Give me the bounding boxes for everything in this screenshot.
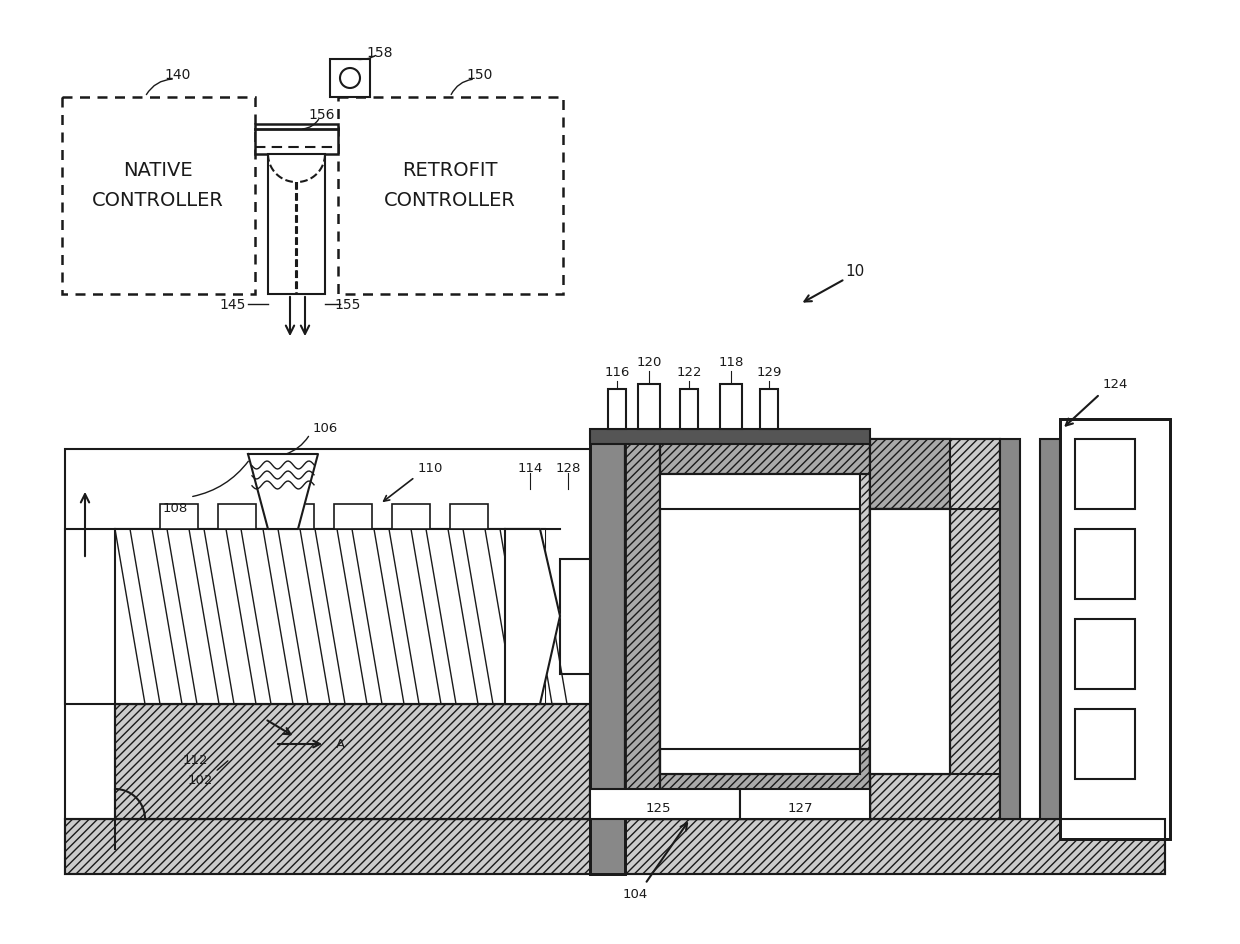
Text: CONTROLLER: CONTROLLER [384,191,516,210]
Bar [64,819,1166,874]
Bar [1060,419,1171,839]
Bar [1040,440,1060,819]
Text: 145: 145 [219,297,247,312]
Bar [160,504,198,530]
Bar [64,449,590,819]
Bar [680,390,698,430]
Bar [870,440,999,819]
Bar [999,440,1021,819]
Text: 128: 128 [556,461,580,474]
Text: 125: 125 [645,801,671,814]
Bar [115,704,590,819]
Bar [590,789,740,819]
Text: 108: 108 [162,501,187,514]
Text: NATIVE: NATIVE [123,160,192,179]
Bar [870,510,950,774]
Bar [268,155,325,295]
Text: 114: 114 [517,461,543,474]
Bar [660,475,861,774]
Bar [870,440,999,819]
Bar [1075,709,1135,779]
Bar [760,390,777,430]
Bar [392,504,430,530]
Bar [218,504,255,530]
Bar [625,440,660,819]
Text: 112: 112 [182,752,208,766]
Bar [62,98,255,295]
Bar [330,59,370,98]
Text: A: A [336,737,345,750]
Bar [115,530,546,704]
Bar [720,384,742,430]
Bar [870,440,950,510]
Bar [334,504,372,530]
Bar [660,440,870,475]
Text: 106: 106 [312,421,337,434]
Bar [660,510,861,774]
Bar [608,390,626,430]
Text: 156: 156 [309,108,335,122]
Bar [277,504,314,530]
Bar [625,440,660,819]
Text: 158: 158 [367,46,393,59]
Bar [740,789,870,819]
Text: 102: 102 [187,773,213,785]
Bar [115,530,546,704]
Text: 129: 129 [756,365,781,379]
Bar [339,98,563,295]
Text: 120: 120 [636,355,662,368]
Polygon shape [660,475,861,774]
Bar [1075,530,1135,599]
Text: 155: 155 [335,297,361,312]
Bar [639,384,660,430]
Bar [660,750,870,819]
Bar [660,750,870,819]
Text: 104: 104 [622,887,647,901]
Bar [590,440,625,874]
Bar [115,704,590,819]
Text: 118: 118 [718,355,744,368]
Bar [660,510,861,774]
Polygon shape [505,530,560,704]
Text: 127: 127 [787,801,812,814]
Bar [450,504,489,530]
Bar [625,440,870,819]
Text: 110: 110 [418,461,443,474]
Bar [255,125,339,155]
Bar [660,440,870,475]
Bar [870,510,999,774]
Bar [560,560,590,674]
Text: 140: 140 [165,68,191,82]
Polygon shape [248,454,317,530]
Bar [590,430,870,445]
Bar [64,530,115,704]
Bar [1060,419,1171,839]
Text: CONTROLLER: CONTROLLER [92,191,224,210]
Bar [625,440,870,819]
Bar [870,510,950,774]
Bar [870,510,950,774]
Text: 122: 122 [676,365,702,379]
Text: RETROFIT: RETROFIT [402,160,497,179]
Text: 116: 116 [604,365,630,379]
Bar [590,440,625,874]
Bar [1075,619,1135,689]
Bar [1075,440,1135,510]
Text: 10: 10 [846,264,864,279]
Text: 150: 150 [466,68,494,82]
Bar [64,819,1166,874]
Text: 124: 124 [1102,377,1127,390]
